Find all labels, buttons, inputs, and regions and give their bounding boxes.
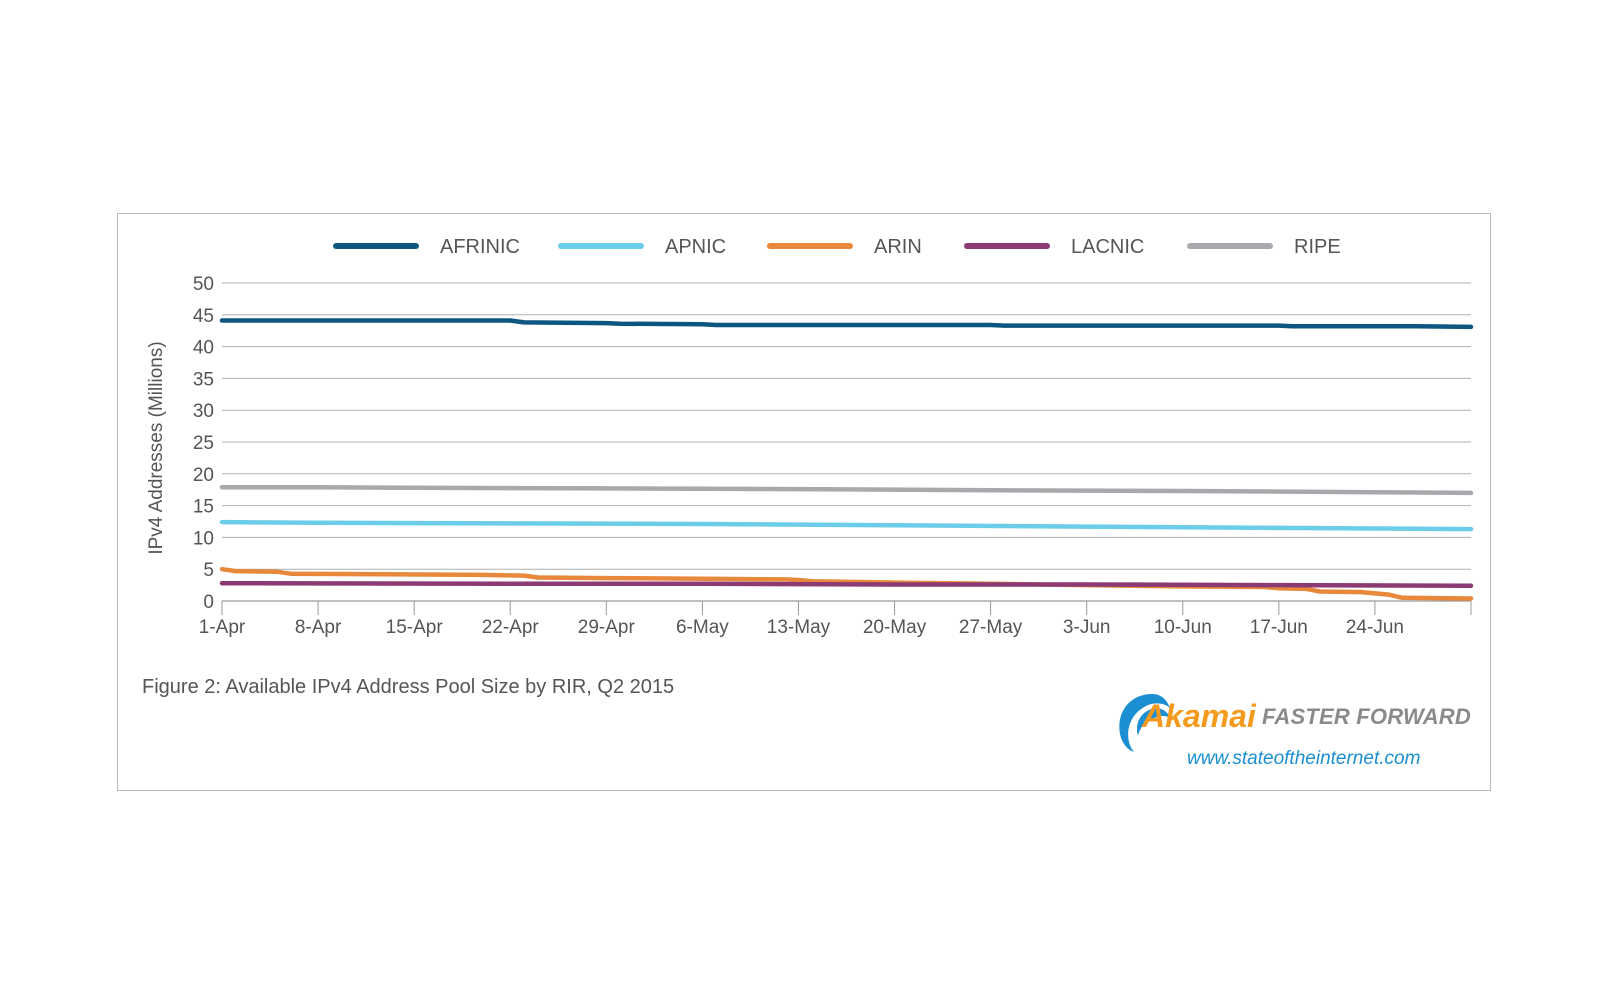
y-tick-label: 20 [193, 465, 214, 486]
legend-label-lacnic: LACNIC [1071, 236, 1144, 258]
series-line-lacnic [219, 580, 1474, 588]
figure-caption: Figure 2: Available IPv4 Address Pool Si… [142, 676, 675, 698]
x-tick-label: 24-Jun [1346, 617, 1404, 638]
legend-label-ripe: RIPE [1294, 236, 1341, 258]
x-tick-label: 6-May [676, 617, 729, 638]
x-tick-label: 10-Jun [1154, 617, 1212, 638]
x-tick-label: 1-Apr [199, 617, 246, 638]
y-tick-label: 25 [193, 433, 214, 454]
series-line-ripe [219, 484, 1474, 496]
x-tick-label: 29-Apr [578, 617, 636, 638]
y-tick-label: 50 [193, 274, 214, 295]
series-line-afrinic [219, 318, 1474, 330]
legend: AFRINIC APNIC ARIN LACNIC RIPE [333, 236, 1341, 258]
x-tick-label: 27-May [959, 617, 1023, 638]
series-line-arin [219, 566, 1474, 601]
brand-tagline: FASTER FORWARD [1262, 704, 1471, 729]
y-tick-label: 10 [193, 528, 214, 549]
series-line-apnic [219, 519, 1474, 532]
series-lines [219, 318, 1474, 601]
y-tick-label: 35 [193, 369, 214, 390]
legend-label-apnic: APNIC [665, 236, 726, 258]
x-tick-label: 8-Apr [295, 617, 342, 638]
brand-name: Akamai [1142, 698, 1256, 734]
y-tick-label: 5 [203, 560, 214, 581]
x-tick-label: 13-May [767, 617, 831, 638]
axes: 0 5 10 15 20 25 30 35 40 45 50 1-Apr 8-Apr 15-Apr 22-A… [193, 274, 1472, 638]
y-tick-label: 15 [193, 497, 214, 518]
y-tick-label: 30 [193, 401, 214, 422]
grid-lines [222, 282, 1471, 602]
chart-frame [117, 213, 1491, 791]
y-tick-label: 40 [193, 338, 214, 359]
legend-label-afrinic: AFRINIC [440, 236, 520, 258]
brand-url[interactable]: www.stateoftheinternet.com [1187, 748, 1421, 769]
x-tick-label: 15-Apr [386, 617, 444, 638]
akamai-swoosh-icon [1119, 694, 1170, 752]
y-tick-label: 45 [193, 306, 214, 327]
legend-label-arin: ARIN [874, 236, 922, 258]
y-axis-label: IPv4 Addresses (Millions) [146, 341, 167, 554]
y-tick-label: 0 [203, 592, 214, 613]
x-tick-label: 22-Apr [482, 617, 540, 638]
akamai-logo: Akamai FASTER FORWARD www.stateoftheinte… [1112, 686, 1472, 776]
x-tick-label: 3-Jun [1063, 617, 1111, 638]
x-tick-label: 17-Jun [1250, 617, 1308, 638]
x-tick-label: 20-May [863, 617, 927, 638]
